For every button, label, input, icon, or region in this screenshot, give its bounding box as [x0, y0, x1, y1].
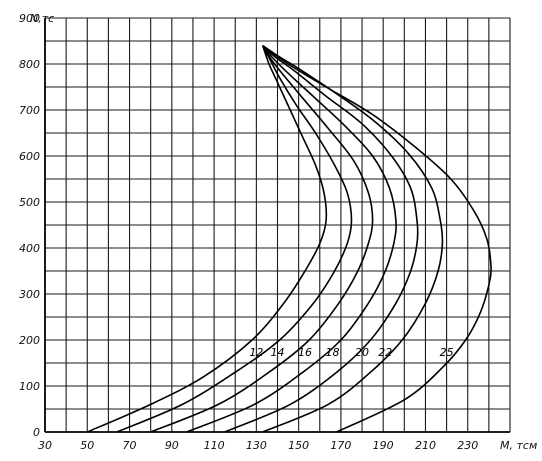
- series-label-22: 22: [378, 346, 392, 359]
- y-tick-label: 300: [19, 288, 40, 301]
- y-tick-label: 0: [33, 426, 40, 439]
- series-curves: [86, 44, 492, 433]
- y-axis-label: N,тс: [30, 12, 54, 25]
- series-labels: 12 14 16 18 20 22 25: [249, 346, 453, 359]
- x-tick-label: 210: [415, 439, 436, 452]
- series-curve-20: [224, 45, 419, 433]
- x-tick-label: 110: [204, 439, 225, 452]
- x-tick-label: 230: [457, 439, 478, 452]
- tick-labels: 30 50 70 90 110 130 150 170 190 210 230 0 100 200 300 4…: [19, 12, 478, 452]
- x-tick-label: 50: [80, 439, 94, 452]
- y-tick-label: 800: [19, 58, 40, 71]
- x-tick-label: 190: [373, 439, 394, 452]
- axes: M, тсм N,тс: [30, 12, 537, 452]
- series-label-20: 20: [355, 346, 369, 359]
- y-tick-label: 500: [19, 196, 40, 209]
- x-tick-label: 30: [38, 439, 52, 452]
- series-curve-16: [150, 45, 374, 433]
- series-label-25: 25: [440, 346, 454, 359]
- series-curve-14: [116, 45, 353, 433]
- series-label-18: 18: [325, 346, 339, 359]
- series-curve-18: [186, 45, 397, 433]
- series-label-14: 14: [271, 346, 285, 359]
- x-axis-label: M, тсм: [500, 439, 537, 452]
- series-label-16: 16: [298, 346, 312, 359]
- x-tick-label: 90: [165, 439, 179, 452]
- y-tick-label: 100: [19, 380, 40, 393]
- x-tick-label: 70: [123, 439, 137, 452]
- y-tick-label: 700: [19, 104, 40, 117]
- series-label-12: 12: [249, 346, 263, 359]
- x-tick-label: 130: [246, 439, 267, 452]
- y-tick-label: 200: [19, 334, 40, 347]
- x-tick-label: 170: [330, 439, 351, 452]
- series-curve-22: [262, 44, 444, 433]
- series-curve-12: [86, 45, 328, 433]
- grid: [45, 17, 511, 432]
- series-curve-25: [262, 44, 492, 433]
- x-tick-label: 150: [288, 439, 309, 452]
- y-tick-label: 600: [19, 150, 40, 163]
- y-tick-label: 900: [19, 12, 40, 25]
- y-tick-label: 400: [19, 242, 40, 255]
